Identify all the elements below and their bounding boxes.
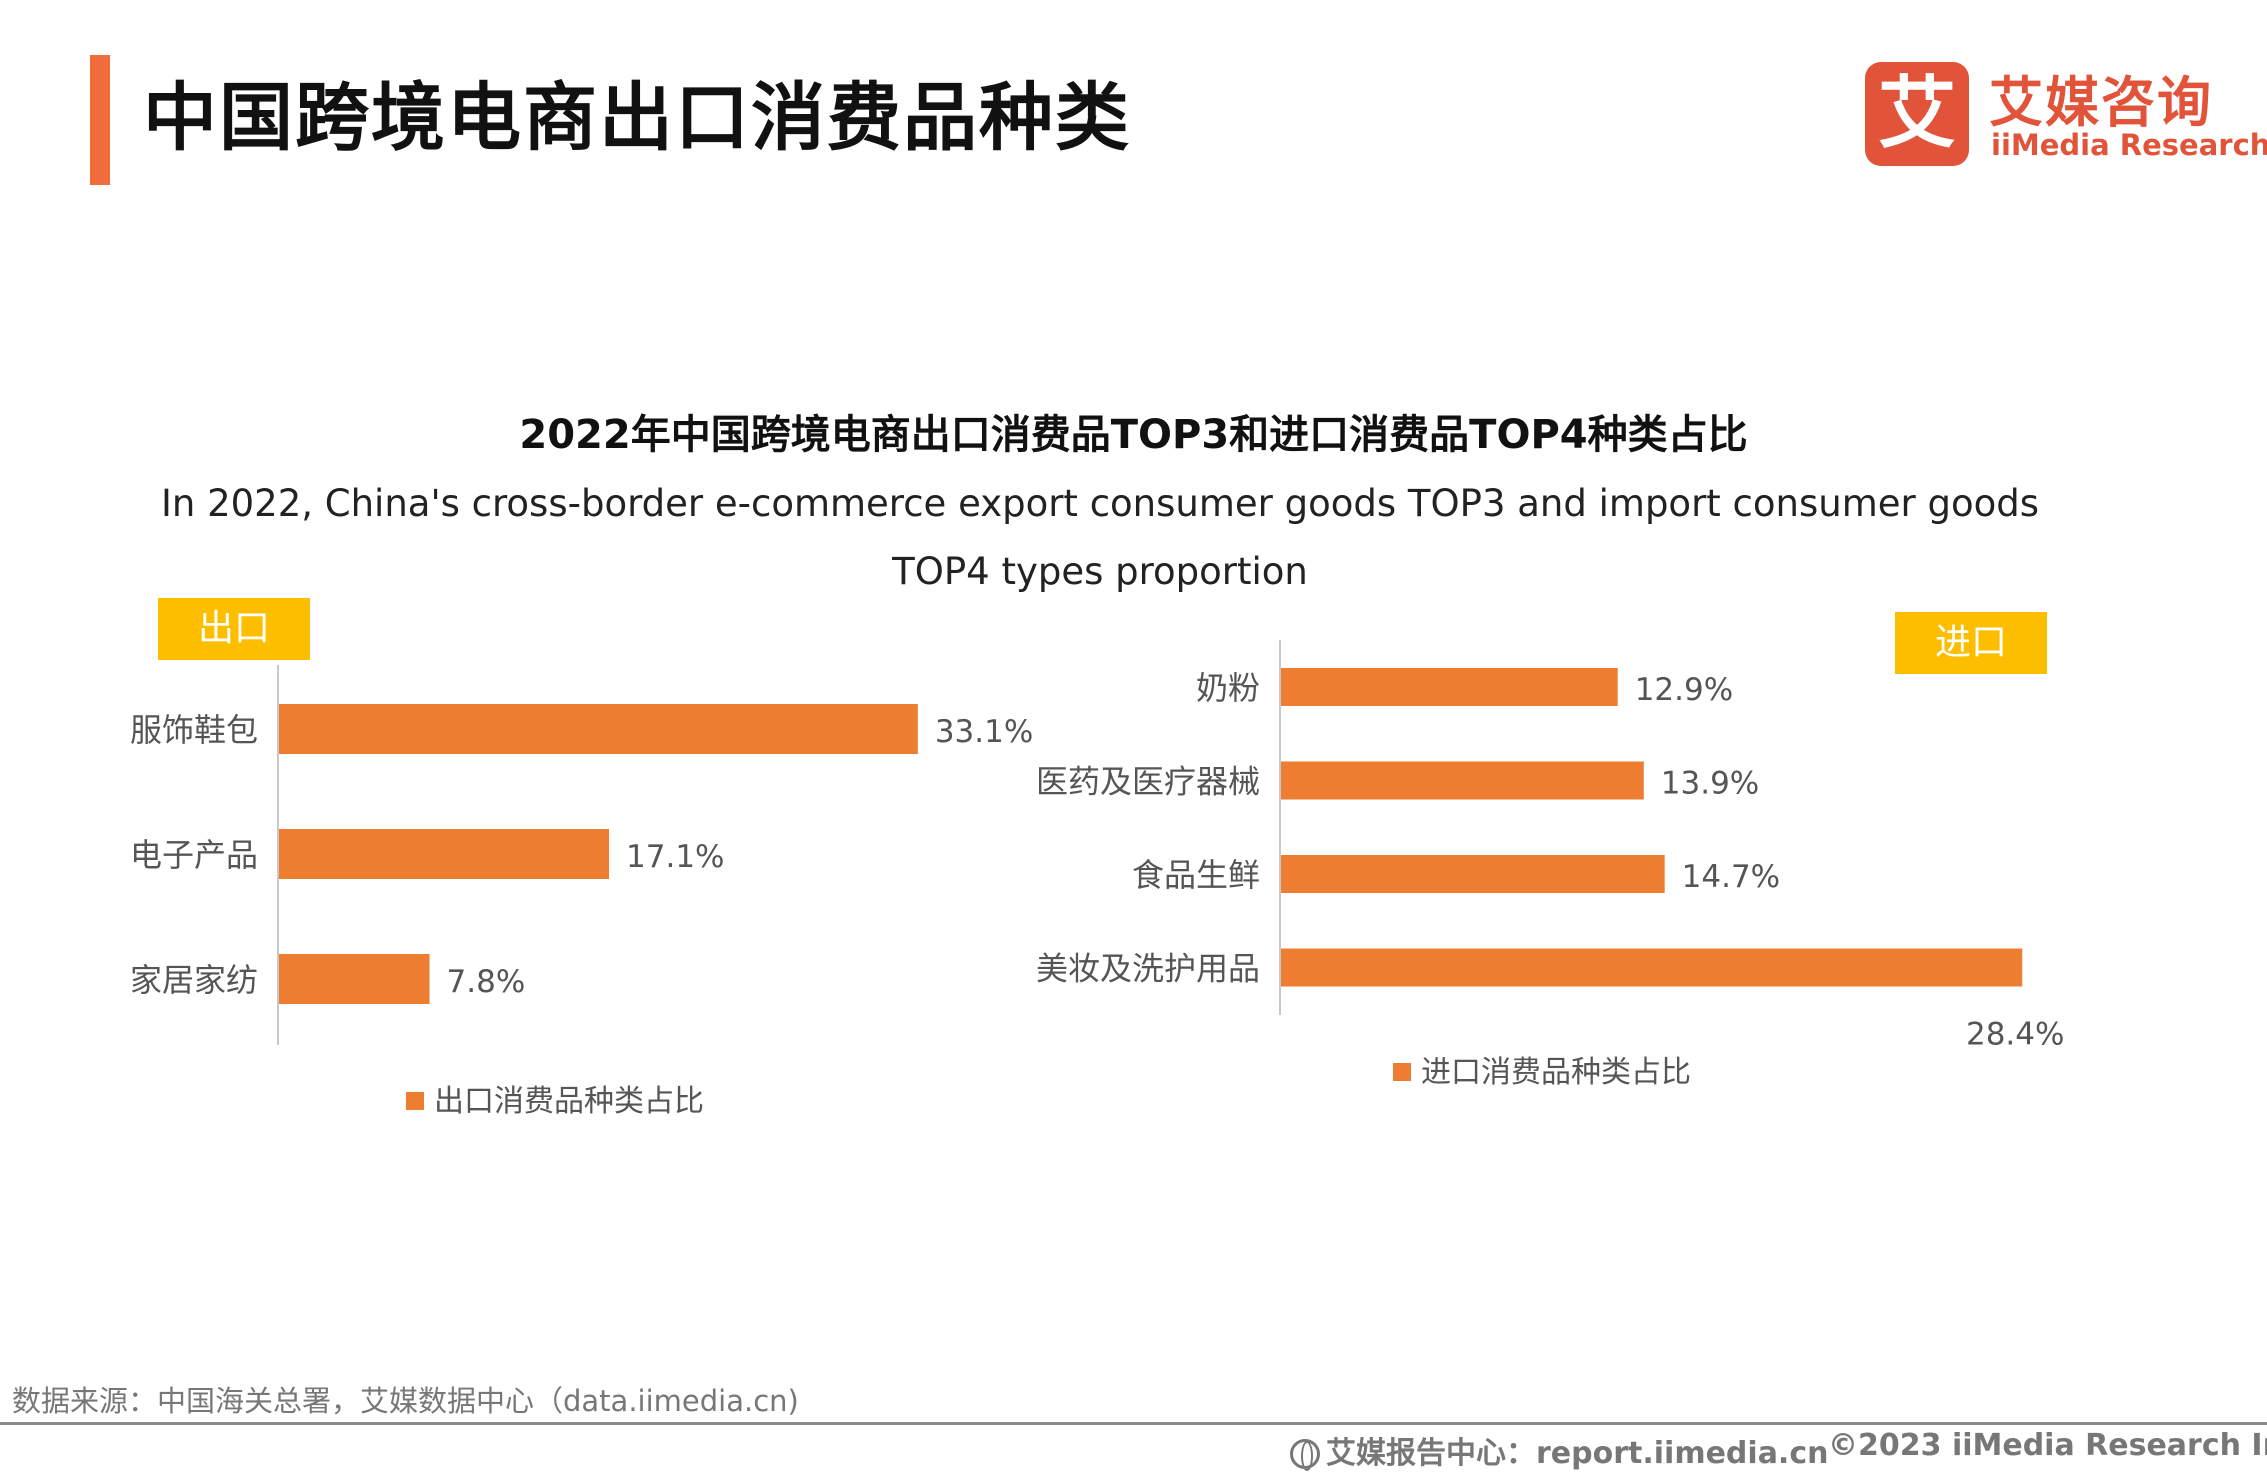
data-source: 数据来源：中国海关总署，艾媒数据中心（data.iimedia.cn) <box>12 1384 799 1418</box>
footer-report-center: 艾媒报告中心：report.iimedia.cn <box>1290 1428 1828 1472</box>
import-data-label: 12.9% <box>1635 672 1733 708</box>
import-bar <box>1281 855 1665 893</box>
export-data-label: 33.1% <box>935 714 1033 750</box>
chart-title: 2022年中国跨境电商出口消费品TOP3和进口消费品TOP4种类占比 <box>519 412 1748 458</box>
import-legend-label: 进口消费品种类占比 <box>1421 1055 1691 1090</box>
logo-english-name: iiMedia Research <box>1991 128 2267 162</box>
export-category-label: 电子产品 <box>130 836 258 874</box>
import-category-label: 美妆及洗护用品 <box>1036 950 1260 988</box>
export-legend-label: 出口消费品种类占比 <box>434 1084 704 1119</box>
import-category-label: 医药及医疗器械 <box>1036 763 1260 801</box>
import-data-label: 13.9% <box>1661 766 1759 802</box>
footer-divider <box>0 1422 2267 1425</box>
iimedia-logo: 艾 艾媒咨询 iiMedia Research <box>1865 62 2267 172</box>
globe-icon <box>1290 1439 1320 1471</box>
export-tag: 出口 <box>158 598 310 660</box>
export-legend-swatch <box>406 1092 424 1110</box>
title-accent-bar <box>90 55 110 185</box>
export-category-label: 家居家纺 <box>130 961 258 999</box>
export-category-label: 服饰鞋包 <box>130 711 258 749</box>
import-chart: 奶粉 12.9% 医药及医疗器械 13.9% 食品生鲜 14.7% 美妆及洗护用品 28.4%… <box>1036 640 2064 1090</box>
page-title: 中国跨境电商出口消费品种类 <box>143 75 1131 161</box>
import-bar <box>1281 668 1618 706</box>
logo-chinese-name: 艾媒咨询 <box>1989 71 2213 134</box>
footer-copyright: ©2023 iiMedia Research Inc <box>1828 1428 2267 1463</box>
import-category-label: 奶粉 <box>1196 669 1260 707</box>
import-data-label: 14.7% <box>1682 859 1780 895</box>
export-chart: 服饰鞋包 33.1% 电子产品 17.1% 家居家纺 7.8% 出口消费品种类占比 <box>130 665 1033 1119</box>
export-data-label: 7.8% <box>447 964 526 1000</box>
logo-mark: 艾 <box>1865 62 1969 166</box>
import-bar <box>1281 761 1644 800</box>
export-data-label: 17.1% <box>626 839 724 875</box>
import-legend-swatch <box>1393 1063 1411 1081</box>
import-tag: 进口 <box>1895 612 2047 674</box>
import-data-label: 28.4% <box>1966 1017 2064 1053</box>
chart-subtitle: In 2022, China's cross-border e-commerce… <box>160 482 2040 593</box>
import-bar <box>1281 948 2023 987</box>
export-bar <box>279 829 610 879</box>
report-center-text: 艾媒报告中心：report.iimedia.cn <box>1326 1436 1829 1471</box>
import-category-label: 食品生鲜 <box>1132 856 1260 894</box>
export-bar <box>279 704 918 754</box>
export-bar <box>279 954 430 1004</box>
